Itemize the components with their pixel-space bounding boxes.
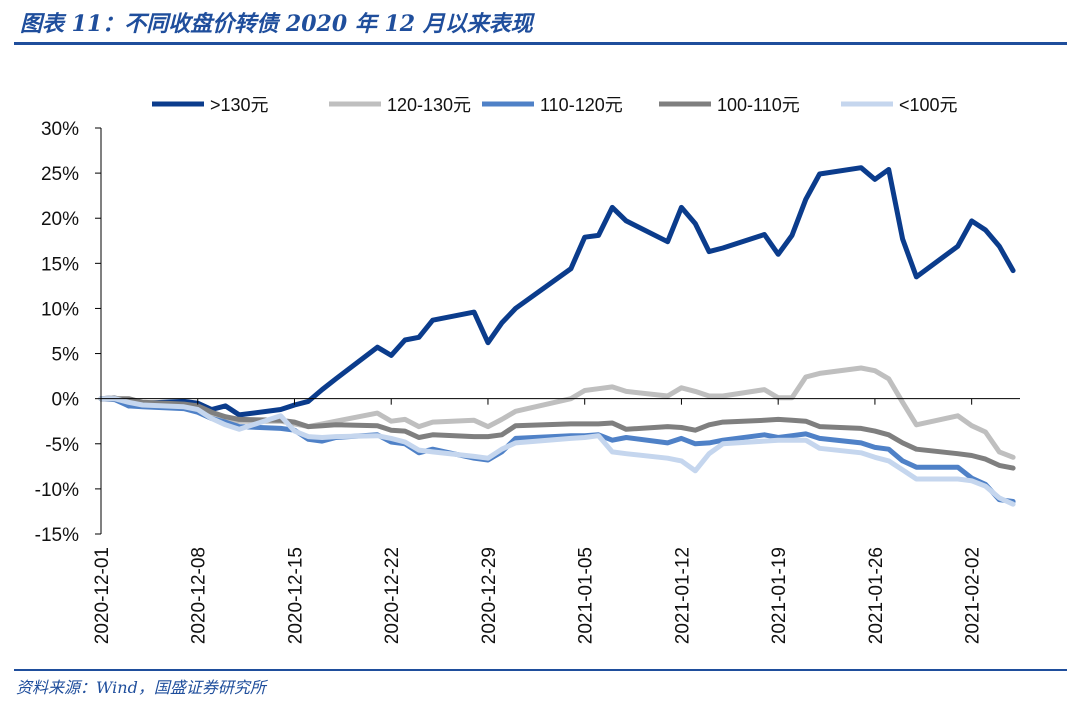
series-line-0 [98, 165, 1016, 418]
line-chart: >130元 120-130元 110-120元 100-110元 <100元 30% 25… [35, 95, 1020, 644]
y-tick-label: -15% [35, 525, 79, 546]
legend-label: 110-120元 [540, 95, 623, 115]
x-tick-label: 2021-01-05 [576, 547, 597, 644]
y-tick-label: 25% [41, 164, 79, 185]
series-line-3 [98, 396, 1016, 471]
y-tick-label: 0% [52, 390, 80, 411]
x-tick-label: 2020-12-15 [285, 547, 306, 644]
legend-label: 120-130元 [387, 95, 471, 115]
x-tick-label: 2021-02-02 [963, 547, 984, 644]
x-tick-label: 2020-12-01 [92, 547, 113, 644]
y-tick-label: -5% [45, 435, 79, 456]
y-tick-label: 20% [41, 209, 79, 230]
y-tick-label: 10% [41, 299, 79, 320]
legend-label: <100元 [899, 95, 958, 115]
legend: >130元 120-130元 110-120元 100-110元 <100元 [152, 95, 958, 115]
x-tick-label: 2020-12-08 [189, 547, 210, 644]
legend-label: 100-110元 [717, 95, 800, 115]
series-lines [98, 165, 1016, 507]
figure-title: 图表 11：不同收盘价转债 2020 年 12 月以来表现 [20, 11, 533, 37]
y-tick-label: 15% [41, 254, 79, 275]
x-tick-label: 2021-01-12 [672, 547, 693, 644]
x-tick-label: 2020-12-29 [479, 547, 500, 644]
source-rule [14, 669, 1067, 671]
source-note: 资料来源：Wind，国盛证券研究所 [16, 678, 266, 697]
y-tick-label: 30% [41, 119, 79, 140]
y-tick-label: 5% [52, 345, 80, 366]
x-tick-labels: 2020-12-01 2020-12-08 2020-12-15 2020-12-22… [92, 547, 984, 644]
x-tick-label: 2021-01-26 [866, 547, 887, 644]
title-rule [14, 42, 1067, 45]
y-tick-label: -10% [35, 480, 79, 501]
series-line-4 [98, 396, 1016, 507]
x-tick-label: 2020-12-22 [382, 547, 403, 644]
x-tick-label: 2021-01-19 [769, 547, 790, 644]
legend-label: >130元 [210, 95, 269, 115]
y-tick-labels: 30% 25% 20% 15% 10% 5% 0% -5% -10% -15% [35, 119, 79, 546]
axes [95, 127, 1020, 535]
